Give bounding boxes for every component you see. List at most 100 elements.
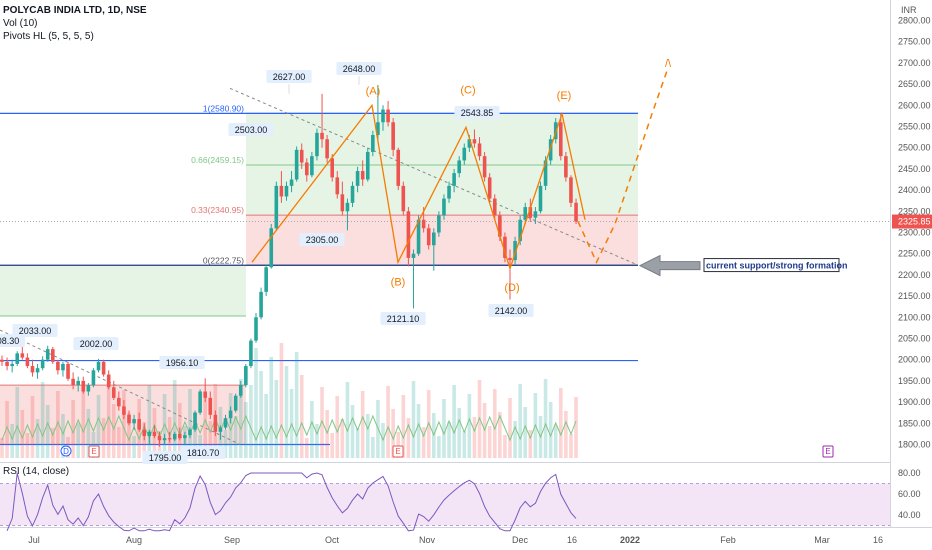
pivot-label-bg: [12, 324, 58, 337]
pivot-label: 2142.00: [495, 306, 528, 316]
volume-bar: [350, 405, 355, 458]
volume-bar: [467, 394, 472, 458]
event-marker-label: E: [395, 447, 400, 456]
price-tick-label: 2800.00: [898, 16, 931, 26]
volume-bar: [91, 432, 96, 458]
candle-body: [35, 368, 40, 373]
candle-body: [310, 156, 314, 176]
candle-body: [416, 219, 421, 254]
candle-body: [56, 361, 60, 371]
candle-body: [91, 370, 96, 386]
candle-body: [508, 257, 512, 261]
candle-body: [203, 391, 207, 398]
fib-zone-green: [246, 113, 638, 216]
volume-bar: [462, 431, 467, 458]
pivot-label: 2627.00: [273, 72, 306, 82]
price-tick-label: 2350.00: [898, 206, 931, 216]
support-arrow: [638, 254, 701, 277]
volume-bar: [127, 413, 131, 458]
volume-bar: [30, 396, 35, 458]
volume-bar: [10, 424, 14, 458]
volume-bar: [101, 418, 106, 458]
rsi-tick-label: 80.00: [898, 468, 921, 478]
pivot-label: 1810.70: [187, 448, 220, 458]
candle-body: [86, 385, 91, 392]
candle-body: [503, 236, 507, 258]
volume-bar: [416, 404, 421, 458]
candle-body: [492, 198, 497, 216]
candle-body: [183, 435, 187, 439]
candle-body: [360, 171, 365, 180]
candle-body: [294, 149, 299, 180]
volume-bar: [254, 348, 258, 458]
time-tick-label: Jul: [28, 535, 40, 545]
candle-body: [299, 149, 304, 163]
volume-bar: [147, 385, 152, 458]
volume-bar: [106, 381, 111, 458]
dividend-marker-bg: [60, 445, 72, 457]
volume-bar: [518, 384, 522, 458]
candle-body: [523, 207, 528, 220]
volume-bar: [228, 393, 233, 458]
candle-body: [391, 122, 395, 150]
symbol-title[interactable]: POLYCAB INDIA LTD, 1D, NSE: [3, 5, 147, 16]
price-tick-label: 1900.00: [898, 397, 931, 407]
pivot-label-bg: [336, 62, 382, 75]
candle-body: [188, 429, 192, 436]
candle-body: [574, 202, 578, 222]
candle-body: [569, 177, 573, 203]
earnings-marker-bg: [392, 445, 404, 458]
candle-body: [45, 349, 50, 360]
volume-bar: [172, 380, 177, 458]
time-tick-label: Sep: [224, 535, 240, 545]
candle-body: [259, 291, 263, 318]
rsi-indicator-label[interactable]: RSI (14, close): [3, 466, 70, 477]
volume-bar: [122, 390, 126, 458]
candle-body: [76, 380, 80, 386]
candle-body: [543, 160, 548, 186]
candle-body: [452, 173, 456, 186]
volume-indicator-label[interactable]: Vol (10): [3, 18, 38, 29]
candle-body: [0, 359, 4, 362]
candle-body: [528, 207, 533, 218]
volume-bar: [523, 407, 528, 458]
volume-bar: [294, 352, 299, 458]
volume-bar: [391, 409, 395, 458]
volume-bar: [365, 414, 370, 458]
volume-bar: [569, 434, 573, 458]
price-tick-label: 2150.00: [898, 291, 931, 301]
candle-body: [61, 363, 65, 371]
volume-bar: [244, 402, 248, 458]
volume-bar: [355, 428, 360, 458]
volume-bar: [223, 430, 228, 458]
pivot-label: 2002.00: [80, 339, 113, 349]
candle-body: [5, 361, 9, 367]
pivot-label-bg: [488, 304, 534, 317]
candle-body: [467, 139, 472, 148]
wave-label: (B): [391, 277, 406, 289]
pivot-label: 2121.10: [387, 314, 420, 324]
volume-bar: [188, 389, 192, 458]
candle-body: [406, 211, 411, 258]
candle-body: [447, 185, 451, 199]
volume-bar: [543, 379, 548, 458]
time-tick-label: 16: [873, 535, 883, 545]
candle-body: [127, 414, 131, 424]
candle-body: [457, 160, 461, 174]
volume-bar: [421, 427, 426, 458]
earnings-marker-bg: [88, 445, 100, 458]
price-tick-label: 2650.00: [898, 79, 931, 89]
time-tick-label: 16: [567, 535, 577, 545]
candle-body: [559, 122, 563, 157]
volume-bar: [340, 419, 345, 458]
last-price-badge: [892, 214, 932, 229]
candle-body: [432, 232, 436, 246]
volume-bar: [401, 395, 406, 458]
candle-body: [111, 387, 116, 398]
candle-body: [462, 147, 467, 161]
pivots-indicator-label[interactable]: Pivots HL (5, 5, 5, 5): [3, 31, 94, 42]
volume-bar: [513, 421, 517, 458]
candle-body: [335, 177, 340, 195]
volume-bar: [269, 357, 274, 458]
